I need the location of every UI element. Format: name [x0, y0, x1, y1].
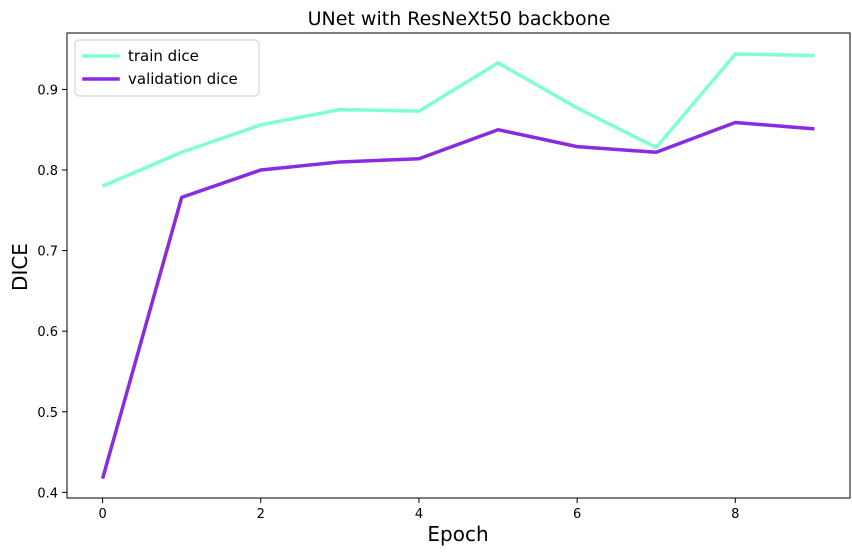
series-layer: [100, 52, 815, 480]
x-axis-label: Epoch: [427, 522, 488, 546]
y-axis-label: DICE: [8, 243, 32, 291]
legend-label-train-dice: train dice: [128, 47, 199, 65]
legend: train dice validation dice: [74, 39, 260, 97]
y-tick-label: 0.9: [37, 83, 58, 98]
series-line-train-dice: [101, 52, 815, 188]
y-axis-ticks: 0.4 0.5 0.6 0.7 0.8 0.9: [37, 83, 67, 501]
x-tick-label: 2: [257, 507, 265, 522]
x-tick-label: 6: [573, 507, 581, 522]
plot-frame: [66, 32, 851, 499]
y-tick-label: 0.8: [37, 164, 58, 179]
x-tick-label: 0: [98, 507, 106, 522]
chart-title: UNet with ResNeXt50 backbone: [308, 8, 611, 30]
legend-box: [74, 39, 260, 97]
y-tick-label: 0.4: [37, 486, 58, 501]
y-tick-label: 0.5: [37, 406, 58, 421]
x-tick-label: 8: [731, 507, 739, 522]
legend-label-validation-dice: validation dice: [128, 70, 238, 88]
y-tick-label: 0.7: [37, 245, 58, 260]
x-tick-label: 4: [415, 507, 423, 522]
x-axis-ticks: 0 2 4 6 8: [98, 498, 739, 522]
y-tick-label: 0.6: [37, 325, 58, 340]
series-line-validation-dice: [100, 120, 815, 480]
plot-area: [67, 33, 850, 498]
